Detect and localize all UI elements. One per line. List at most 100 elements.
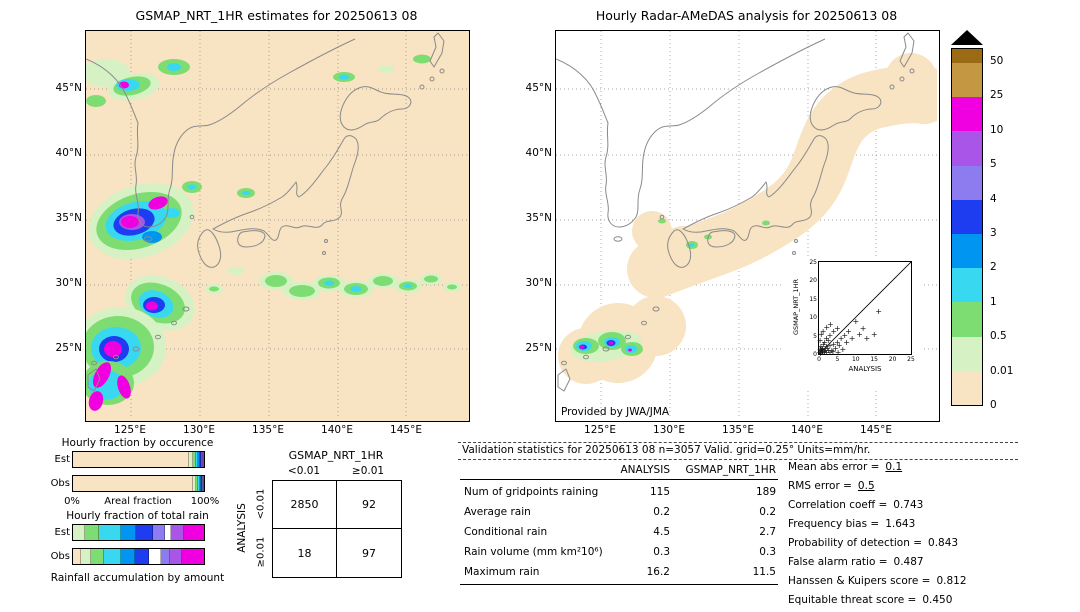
metric-value: 0.5 bbox=[857, 480, 875, 492]
stats-value: 2.7 bbox=[759, 526, 776, 538]
inset-xtick: 25 bbox=[907, 356, 915, 363]
lat-tick: 25°N bbox=[55, 342, 82, 354]
divider bbox=[458, 442, 1018, 443]
lat-tick: 45°N bbox=[55, 82, 82, 94]
scatter-point: + bbox=[859, 323, 867, 333]
scatter-point: + bbox=[816, 345, 824, 355]
inset-xtick: 10 bbox=[851, 356, 860, 363]
scatter-point: + bbox=[817, 330, 825, 340]
colorbar-segment bbox=[952, 370, 982, 406]
scatter-point: + bbox=[837, 334, 845, 344]
inset-ytick: 25 bbox=[809, 259, 817, 266]
divider bbox=[460, 479, 778, 480]
contingency-cell: 97 bbox=[362, 546, 376, 560]
fraction-segment bbox=[201, 452, 203, 467]
colorbar-segment bbox=[952, 268, 982, 303]
fraction-segment bbox=[197, 452, 200, 467]
fraction-segment bbox=[201, 476, 203, 491]
metric-label: Frequency bias = bbox=[788, 518, 880, 530]
metric-value: 1.643 bbox=[885, 518, 916, 530]
stats-row-label: Conditional rain bbox=[464, 526, 548, 538]
lon-tick: 125°E bbox=[114, 424, 146, 436]
fraction-segment bbox=[73, 525, 85, 540]
colorbar-label: 50 bbox=[990, 55, 1004, 67]
stats-value: 11.5 bbox=[752, 566, 776, 578]
accumulation-title: Rainfall accumulation by amount bbox=[50, 572, 225, 584]
scatter-point: + bbox=[841, 331, 849, 341]
scatter-point: + bbox=[826, 347, 834, 357]
metric-value: 0.743 bbox=[893, 499, 924, 511]
fraction-segment bbox=[203, 452, 204, 467]
occurrence-obs-bar bbox=[72, 475, 205, 492]
scatter-point: + bbox=[875, 307, 882, 317]
metric-value: 0.843 bbox=[928, 537, 959, 549]
fraction-segment bbox=[152, 525, 165, 540]
contingency-col-label: <0.01 bbox=[287, 465, 321, 477]
inset-xlabel: ANALYSIS bbox=[848, 365, 882, 373]
fraction-segment bbox=[164, 525, 172, 540]
contingency-table: 2850 92 18 97 bbox=[272, 480, 402, 578]
colorbar-label: 25 bbox=[990, 89, 1004, 101]
stats-value: 0.2 bbox=[653, 506, 670, 518]
scatter-point: + bbox=[834, 347, 842, 357]
lon-tick: 135°E bbox=[722, 424, 754, 436]
fraction-segment bbox=[121, 549, 135, 564]
scatter-point: + bbox=[870, 330, 878, 340]
colorbar bbox=[951, 48, 983, 406]
metric-value: 0.1 bbox=[885, 461, 903, 473]
obs-label: Obs bbox=[50, 478, 70, 489]
lat-tick: 30°N bbox=[525, 277, 552, 289]
colorbar-label: 3 bbox=[990, 227, 997, 239]
metric-label: Hanssen & Kuipers score = bbox=[788, 575, 931, 587]
scatter-point: + bbox=[834, 323, 841, 333]
stats-row-label: Num of gridpoints raining bbox=[464, 486, 599, 498]
lat-tick: 35°N bbox=[55, 212, 82, 224]
lon-tick: 125°E bbox=[584, 424, 616, 436]
scatter-point: + bbox=[817, 341, 825, 351]
scatter-point: + bbox=[823, 323, 831, 332]
scatter-point: + bbox=[826, 341, 834, 351]
lon-tick: 130°E bbox=[183, 424, 215, 436]
scatter-point: + bbox=[845, 327, 852, 337]
scatter-point: + bbox=[823, 334, 830, 344]
fraction-segment bbox=[121, 525, 136, 540]
total-obs-bar bbox=[72, 548, 205, 565]
scatter-point: + bbox=[819, 348, 827, 358]
stats-header: Validation statistics for 20250613 08 n=… bbox=[462, 444, 871, 456]
lat-tick: 45°N bbox=[525, 82, 552, 94]
occurrence-title: Hourly fraction by occurence bbox=[61, 437, 214, 449]
lat-tick: 25°N bbox=[525, 342, 552, 354]
scatter-point: + bbox=[818, 348, 826, 358]
scatter-point: + bbox=[843, 337, 850, 347]
metric-label: Equitable threat score = bbox=[788, 594, 917, 606]
lon-tick: 145°E bbox=[390, 424, 422, 436]
scatter-point: + bbox=[818, 343, 826, 353]
inset-scatter: GSMAP_NRT_1HR 25 20 15 10 5 0 + + + + + + + + + +… bbox=[784, 257, 922, 389]
fraction-segment bbox=[169, 549, 182, 564]
lat-tick: 40°N bbox=[55, 147, 82, 159]
colorbar-label: 1 bbox=[990, 296, 997, 308]
metric-value: 0.450 bbox=[922, 594, 953, 606]
stats-value: 0.2 bbox=[759, 506, 776, 518]
inset-plot-area: + + + + + + + + + + + + + + + + + + + + + + + + + + + + + + + + + + + + + + + +… bbox=[816, 261, 912, 358]
fraction-segment bbox=[184, 525, 204, 540]
lon-tick: 145°E bbox=[860, 424, 892, 436]
divider bbox=[460, 584, 778, 585]
scatter-point: + bbox=[852, 317, 860, 327]
colorbar-label: 4 bbox=[990, 193, 997, 205]
provider-credit: Provided by JWA/JMA bbox=[561, 406, 670, 418]
fraction-segment bbox=[80, 549, 92, 564]
stats-row-label: Rain volume (mm km²10⁶) bbox=[464, 546, 603, 558]
est-label: Est bbox=[54, 454, 70, 465]
scatter-point: + bbox=[824, 336, 832, 346]
fraction-segment bbox=[84, 525, 100, 540]
scatter-point: + bbox=[848, 334, 856, 344]
scatter-point: + bbox=[819, 327, 827, 337]
inset-ytick: 5 bbox=[813, 333, 817, 340]
scatter-point: + bbox=[826, 330, 834, 340]
contingency-cell: 18 bbox=[273, 529, 337, 577]
colorbar-segment bbox=[952, 165, 982, 200]
scatter-point: + bbox=[835, 341, 843, 351]
scatter-point: + bbox=[820, 339, 827, 349]
metric-label: False alarm ratio = bbox=[788, 556, 888, 568]
